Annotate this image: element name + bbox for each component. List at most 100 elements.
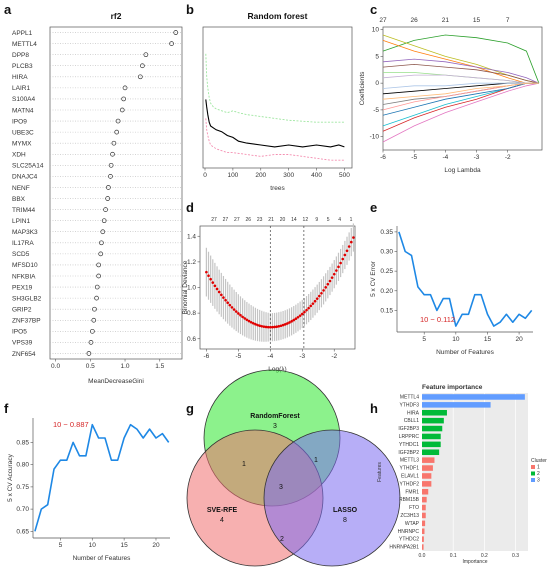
data-point <box>99 240 104 246</box>
feature-label: METTL3 <box>400 458 419 464</box>
row-label: LPIN1 <box>12 218 30 225</box>
importance-bar <box>422 520 426 527</box>
importance-bar <box>422 488 429 495</box>
importance-bar <box>422 496 427 503</box>
data-point <box>283 323 287 326</box>
legend-swatch <box>531 471 535 476</box>
x-axis-label: Log Lambda <box>444 167 481 174</box>
data-point <box>273 325 276 329</box>
feature-label: YTHDC2 <box>399 537 419 543</box>
data-point <box>305 308 308 312</box>
importance-bar <box>422 481 432 487</box>
y-tick-label: -10 <box>370 134 380 141</box>
x-tick-label: -4 <box>442 154 448 161</box>
data-point <box>349 240 353 244</box>
top-axis-label: 26 <box>245 217 251 223</box>
data-point <box>303 310 306 314</box>
row-label: SH3GLB2 <box>12 295 42 302</box>
x-tick-label: 15 <box>484 336 492 343</box>
y-axis-label: Coefficients <box>359 71 366 106</box>
count-rf-svm: 1 <box>242 461 246 468</box>
plot-background <box>422 393 528 551</box>
data-point <box>140 63 145 69</box>
legend-title: Cluster <box>531 458 547 464</box>
data-point <box>300 312 304 316</box>
legend-swatch <box>531 478 535 482</box>
y-axis-label: 5 x CV Error <box>370 260 377 297</box>
y-tick-label: 0 <box>375 80 379 87</box>
data-point <box>237 312 240 315</box>
x-tick-label: 15 <box>121 542 129 549</box>
y-tick-label: 0.6 <box>187 336 196 343</box>
x-tick-label: -4 <box>267 353 273 360</box>
importance-bar <box>422 394 525 400</box>
feature-label: FTO <box>409 505 419 511</box>
best-annotation: 10 − 0.112 <box>420 315 455 324</box>
y-axis-label: Binomial Deviance <box>182 260 189 314</box>
feature-label: METTL4 <box>400 395 419 401</box>
set-circle-lasso <box>263 429 401 567</box>
data-point <box>110 151 115 157</box>
x-tick-label: -6 <box>380 154 386 161</box>
data-point <box>106 185 111 190</box>
top-axis-label: 15 <box>473 17 481 24</box>
count-all: 3 <box>279 484 283 491</box>
data-point <box>209 277 212 281</box>
set-name-lasso: LASSO <box>333 507 358 514</box>
x-axis-label: Number of Features <box>73 555 132 562</box>
row-label: APPL1 <box>12 30 33 37</box>
series-line <box>34 423 170 532</box>
data-point <box>226 301 229 305</box>
data-point <box>137 74 143 80</box>
row-label: MAP3K3 <box>12 229 38 236</box>
data-point <box>94 284 100 290</box>
top-axis-label: 27 <box>379 17 387 24</box>
coefficient-path <box>382 58 540 84</box>
data-point <box>275 325 279 328</box>
x-tick-label: 0.0 <box>51 363 60 370</box>
data-point <box>296 315 300 319</box>
y-tick-label: 5 <box>375 53 379 60</box>
x-tick-label: 10 <box>89 542 97 549</box>
feature-label: HIRA <box>407 410 420 416</box>
data-point <box>115 118 121 124</box>
row-label: TRIM44 <box>12 207 36 214</box>
data-point <box>239 313 242 317</box>
data-point <box>262 325 266 328</box>
importance-bar <box>422 449 440 456</box>
legend-label: 2 <box>537 471 540 477</box>
feature-label: YTHDF1 <box>400 466 420 472</box>
panel-c-lasso-paths: -6 -5 -4 -3 -2 -10 -5 0 5 10 27 26 21 15 7 Log Lambda Co… <box>359 17 543 174</box>
x-tick-label: 0.3 <box>512 553 519 559</box>
row-label: SLC25A14 <box>12 163 44 170</box>
data-point <box>320 291 323 295</box>
x-tick-label: -5 <box>235 353 241 360</box>
data-point <box>288 321 291 324</box>
data-point <box>90 328 95 334</box>
feature-label: ZC3H13 <box>400 513 419 519</box>
panel-label-h: h <box>370 401 378 416</box>
top-axis-label: 7 <box>506 17 510 24</box>
panel-label-e: e <box>370 200 377 215</box>
data-point <box>260 324 264 328</box>
y-tick-label: 0.15 <box>380 307 393 314</box>
data-point <box>298 314 302 317</box>
row-label: MYMX <box>12 141 32 148</box>
data-point <box>328 279 332 283</box>
data-point <box>119 107 125 113</box>
importance-bar <box>422 433 441 440</box>
panel-label-b: b <box>186 2 194 17</box>
importance-bar <box>422 417 444 424</box>
data-point <box>281 323 285 327</box>
data-point <box>245 318 249 322</box>
importance-bar <box>422 465 433 471</box>
data-point <box>108 174 113 179</box>
data-point <box>211 281 215 284</box>
row-label: IPO9 <box>12 118 27 125</box>
panel-label-d: d <box>186 200 194 215</box>
top-axis-label: 12 <box>303 217 309 223</box>
data-point <box>217 290 221 294</box>
y-tick-label: 0.35 <box>380 229 393 236</box>
data-point <box>234 310 238 313</box>
